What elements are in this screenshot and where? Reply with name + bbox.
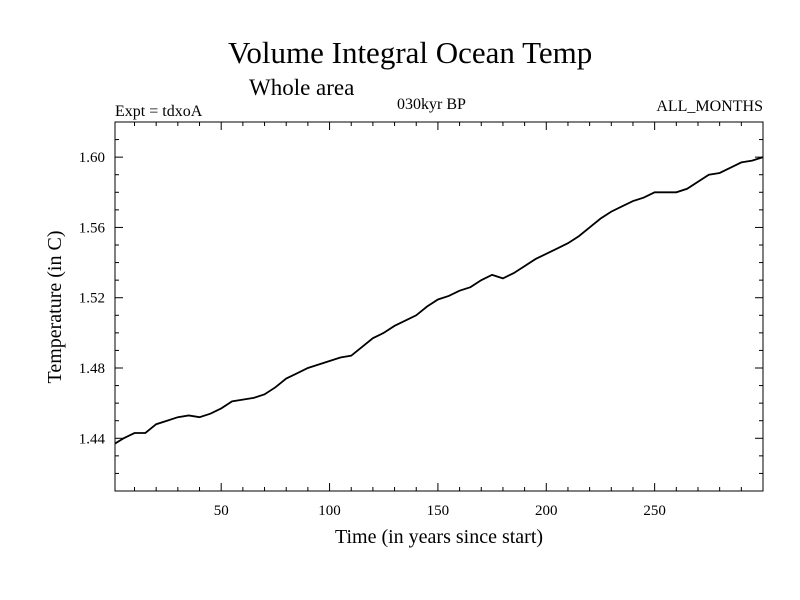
axis-tick-labels: 50 100 150 200 250 1.44 1.48 1.52 1.56 1.60 [79,150,666,519]
axis-ticks [115,122,763,491]
y-axis-title: Temperature (in C) [44,231,66,384]
y-tick-label: 1.60 [79,150,105,166]
y-tick-label: 1.44 [79,431,106,447]
plot-area [114,121,764,492]
y-tick-label: 1.52 [79,291,105,307]
temperature-series-line [114,156,764,445]
experiment-label: Expt = tdxoA [115,103,203,120]
months-label: ALL_MONTHS [656,98,763,115]
x-tick-label: 250 [643,503,666,519]
chart-subtitle: Whole area [249,75,354,100]
x-tick-label: 100 [318,503,341,519]
y-tick-label: 1.56 [79,220,106,236]
x-tick-label: 150 [427,503,450,519]
period-label: 030kyr BP [397,96,466,113]
x-axis-title: Time (in years since start) [335,526,543,548]
x-tick-label: 50 [214,503,229,519]
y-tick-label: 1.48 [79,361,105,377]
chart-title: Volume Integral Ocean Temp [228,35,592,70]
x-tick-label: 200 [535,503,558,519]
